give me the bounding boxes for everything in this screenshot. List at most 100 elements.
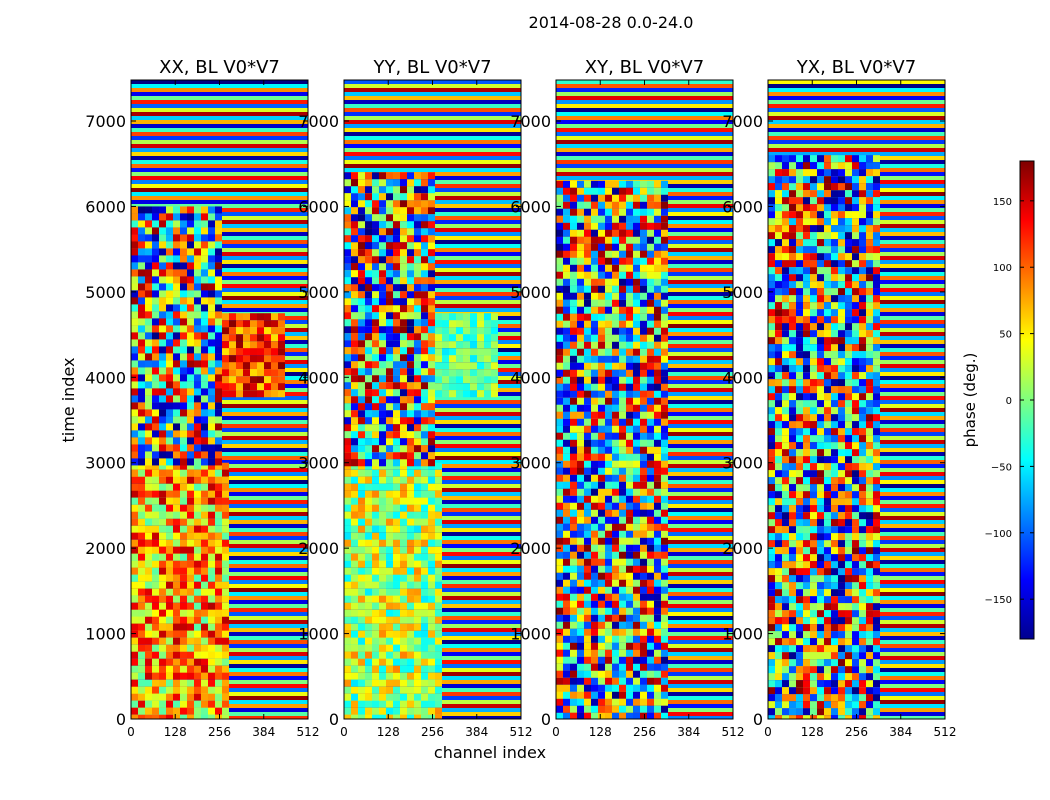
noise-cell (640, 369, 647, 377)
noise-cell (386, 235, 393, 243)
noise-cell (271, 348, 278, 356)
noise-cell (640, 187, 647, 195)
noise-cell (491, 327, 498, 335)
noise-cell (661, 236, 668, 244)
noise-cell (201, 262, 208, 270)
noise-cell (386, 333, 393, 341)
noise-cell (619, 257, 626, 265)
noise-cell (271, 320, 278, 328)
noise-cell (633, 201, 640, 209)
noise-cell (372, 672, 379, 680)
noise-cell (222, 518, 229, 526)
noise-cell (145, 623, 152, 631)
noise-cell (180, 381, 187, 389)
noise-cell (570, 292, 577, 300)
noise-cell (563, 572, 570, 580)
noise-cell (563, 670, 570, 678)
noise-cell (484, 313, 491, 321)
noise-cell (379, 616, 386, 624)
noise-cell (365, 305, 372, 313)
noise-cell (351, 263, 358, 271)
noise-cell (152, 511, 159, 519)
noise-cell (365, 403, 372, 411)
noise-cell (605, 460, 612, 468)
noise-cell (810, 246, 817, 254)
noise-cell (166, 311, 173, 319)
noise-cell (563, 586, 570, 594)
noise-cell (187, 672, 194, 680)
noise-cell (796, 288, 803, 296)
noise-cell (264, 334, 271, 342)
noise-cell (351, 525, 358, 533)
noise-cell (173, 532, 180, 540)
noise-cell (563, 355, 570, 363)
noise-cell (159, 458, 166, 466)
noise-cell (556, 530, 563, 538)
noise-cell (414, 256, 421, 264)
noise-cell (187, 241, 194, 249)
noise-cell (556, 684, 563, 692)
noise-cell (201, 374, 208, 382)
noise-cell (584, 607, 591, 615)
noise-cell (414, 609, 421, 617)
noise-cell (386, 200, 393, 208)
noise-cell (626, 481, 633, 489)
noise-cell (379, 312, 386, 320)
noise-cell (640, 698, 647, 706)
noise-cell (598, 355, 605, 363)
noise-cell (563, 558, 570, 566)
noise-cell (556, 201, 563, 209)
noise-cell (647, 565, 654, 573)
noise-cell (250, 376, 257, 384)
noise-cell (563, 551, 570, 559)
noise-cell (598, 523, 605, 531)
noise-cell (138, 381, 145, 389)
noise-cell (145, 595, 152, 603)
noise-cell (358, 532, 365, 540)
noise-cell (626, 642, 633, 650)
noise-cell (365, 382, 372, 390)
noise-cell (796, 225, 803, 233)
noise-cell (584, 558, 591, 566)
noise-cell (344, 665, 351, 673)
noise-cell (407, 658, 414, 666)
noise-cell (365, 567, 372, 575)
noise-cell (372, 630, 379, 638)
noise-cell (449, 320, 456, 328)
noise-cell (421, 375, 428, 383)
noise-cell (414, 228, 421, 236)
noise-cell (768, 281, 775, 289)
noise-cell (159, 700, 166, 708)
noise-cell (187, 595, 194, 603)
noise-cell (577, 586, 584, 594)
noise-cell (152, 462, 159, 470)
noise-cell (138, 602, 145, 610)
noise-cell (647, 194, 654, 202)
noise-cell (556, 481, 563, 489)
noise-cell (591, 663, 598, 671)
noise-cell (577, 194, 584, 202)
noise-cell (435, 327, 442, 335)
noise-cell (152, 679, 159, 687)
noise-cell (556, 404, 563, 412)
noise-cell (640, 355, 647, 363)
noise-cell (180, 462, 187, 470)
noise-cell (563, 537, 570, 545)
noise-cell (386, 242, 393, 250)
noise-cell (817, 267, 824, 275)
noise-cell (145, 213, 152, 221)
noise-cell (470, 355, 477, 363)
noise-cell (180, 546, 187, 554)
noise-cell (173, 437, 180, 445)
noise-cell (612, 481, 619, 489)
noise-cell (591, 712, 598, 719)
noise-cell (556, 194, 563, 202)
noise-cell (138, 304, 145, 312)
noise-cell (131, 332, 138, 340)
noise-cell (442, 390, 449, 398)
noise-cell (775, 169, 782, 177)
noise-cell (435, 476, 442, 484)
noise-cell (605, 222, 612, 230)
noise-cell (584, 523, 591, 531)
noise-cell (208, 553, 215, 561)
